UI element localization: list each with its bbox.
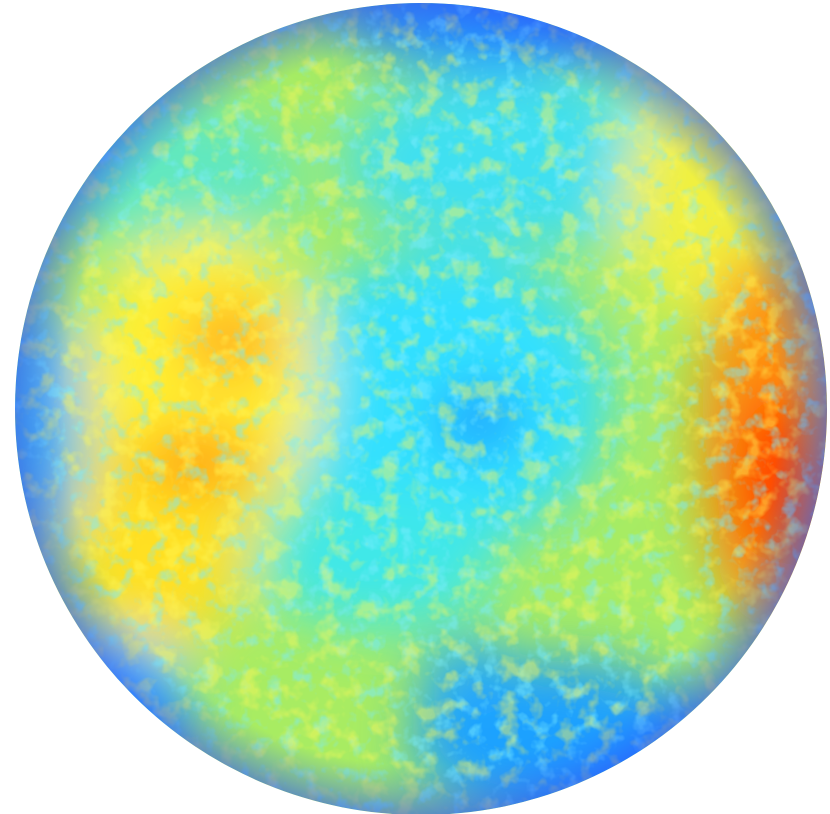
page [0, 0, 830, 814]
heatmap-image [0, 0, 830, 814]
disc [0, 0, 830, 814]
